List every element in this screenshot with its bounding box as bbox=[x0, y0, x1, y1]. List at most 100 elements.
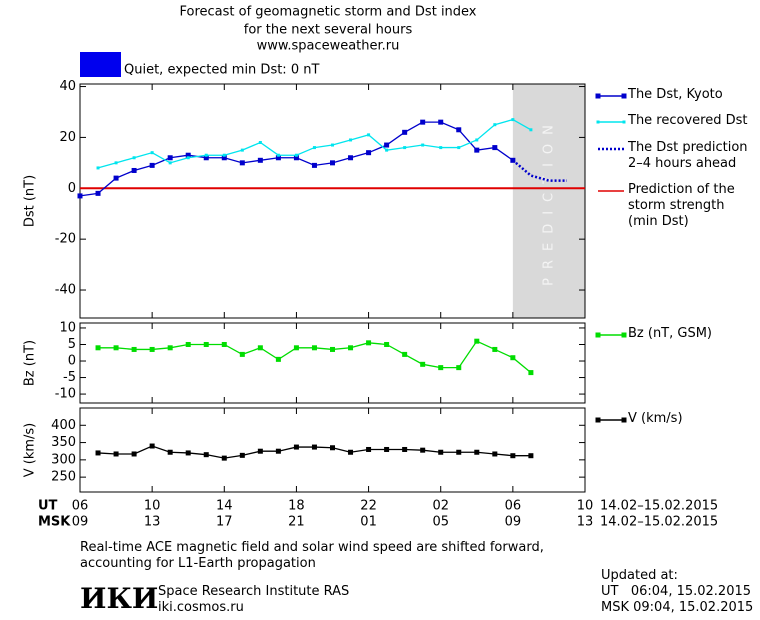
y-tick-label: 20 bbox=[59, 130, 76, 145]
data-point bbox=[167, 155, 173, 161]
data-point bbox=[528, 453, 534, 459]
x-tick-label: 10 bbox=[577, 499, 594, 514]
data-point bbox=[384, 142, 390, 148]
data-point bbox=[510, 453, 516, 459]
legend-label: Prediction of the storm strength (min Ds… bbox=[628, 182, 735, 229]
data-point bbox=[420, 119, 426, 125]
legend-marker bbox=[621, 332, 627, 338]
y-tick-label: 350 bbox=[51, 435, 76, 450]
x-tick-label: 13 bbox=[144, 515, 161, 530]
data-point bbox=[275, 155, 281, 161]
data-point bbox=[185, 341, 191, 347]
data-point bbox=[149, 162, 155, 168]
data-point bbox=[204, 153, 208, 157]
data-point bbox=[366, 446, 372, 452]
plot-frame bbox=[79, 407, 586, 493]
data-point bbox=[474, 147, 480, 153]
y-tick-label: 5 bbox=[68, 337, 76, 352]
data-point bbox=[492, 451, 498, 457]
data-point bbox=[312, 146, 316, 150]
x-tick-label: 14 bbox=[216, 499, 233, 514]
x-tick-label: 06 bbox=[505, 499, 522, 514]
data-point bbox=[492, 145, 498, 151]
updated-label: Updated at: bbox=[601, 568, 678, 583]
y-tick-label: 0 bbox=[68, 354, 76, 369]
data-point bbox=[186, 156, 190, 160]
institute: Space Research Institute RAS bbox=[158, 584, 350, 599]
legend-label: V (km/s) bbox=[628, 411, 683, 426]
x-tick-label: 09 bbox=[505, 515, 522, 530]
data-point bbox=[366, 340, 372, 346]
data-point bbox=[456, 127, 462, 133]
status-text: Quiet, expected min Dst: 0 nT bbox=[124, 63, 319, 78]
y-tick-label: -10 bbox=[55, 387, 76, 402]
data-point bbox=[96, 166, 100, 170]
data-point bbox=[311, 162, 317, 168]
legend-marker bbox=[622, 120, 626, 124]
y-axis-label: V (km/s) bbox=[23, 423, 38, 478]
data-point bbox=[311, 345, 317, 351]
plot-frame bbox=[79, 83, 586, 319]
date-range: 14.02–15.02.2015 bbox=[600, 515, 718, 530]
logo: ИКИ bbox=[80, 582, 159, 615]
data-point bbox=[185, 450, 191, 456]
data-point bbox=[168, 161, 172, 165]
legend-marker bbox=[595, 332, 601, 338]
data-point bbox=[420, 447, 426, 453]
legend-label: The recovered Dst bbox=[628, 113, 748, 128]
data-point bbox=[150, 151, 154, 155]
data-point bbox=[457, 146, 461, 150]
footnote: Real-time ACE magnetic field and solar w… bbox=[80, 540, 544, 571]
data-point bbox=[275, 448, 281, 454]
data-point bbox=[384, 446, 390, 452]
prediction-band bbox=[512, 84, 585, 318]
y-tick-label: -20 bbox=[55, 232, 76, 247]
data-point bbox=[276, 153, 280, 157]
legend-marker bbox=[621, 417, 627, 423]
updated-ut: UT 06:04, 15.02.2015 bbox=[601, 584, 752, 599]
data-point bbox=[240, 148, 244, 152]
data-point bbox=[348, 449, 354, 455]
data-point bbox=[402, 129, 408, 135]
data-point bbox=[439, 146, 443, 150]
data-point bbox=[114, 161, 118, 165]
data-point bbox=[131, 346, 137, 352]
data-point bbox=[203, 452, 209, 458]
data-point bbox=[493, 123, 497, 127]
x-tick-label: 06 bbox=[72, 499, 89, 514]
data-point bbox=[203, 155, 209, 161]
data-point bbox=[349, 138, 353, 142]
status-indicator bbox=[80, 52, 121, 77]
y-tick-label: 400 bbox=[51, 418, 76, 433]
data-point bbox=[330, 160, 335, 166]
data-point bbox=[185, 152, 191, 158]
data-point bbox=[367, 133, 371, 137]
data-point bbox=[95, 345, 101, 351]
site: iki.cosmos.ru bbox=[158, 600, 244, 615]
data-point bbox=[510, 355, 516, 361]
x-tick-label: 21 bbox=[288, 515, 305, 530]
legend-label: The Dst, Kyoto bbox=[628, 87, 723, 102]
data-point bbox=[331, 143, 334, 147]
plot-frame bbox=[79, 322, 586, 404]
data-point bbox=[221, 455, 227, 461]
data-point bbox=[475, 138, 479, 142]
data-point bbox=[149, 346, 155, 352]
legend-marker bbox=[596, 120, 600, 124]
data-point bbox=[293, 155, 299, 161]
data-point bbox=[402, 446, 408, 452]
data-point bbox=[511, 118, 515, 122]
data-point bbox=[330, 445, 335, 451]
data-point bbox=[438, 119, 444, 125]
x-tick-label: 05 bbox=[432, 515, 449, 530]
data-point bbox=[113, 345, 119, 351]
data-point bbox=[294, 153, 298, 157]
data-point bbox=[421, 143, 425, 147]
x-tick-label: 18 bbox=[288, 499, 305, 514]
data-point bbox=[131, 451, 137, 457]
data-point bbox=[403, 146, 407, 150]
data-point bbox=[257, 345, 263, 351]
data-point bbox=[239, 351, 245, 357]
